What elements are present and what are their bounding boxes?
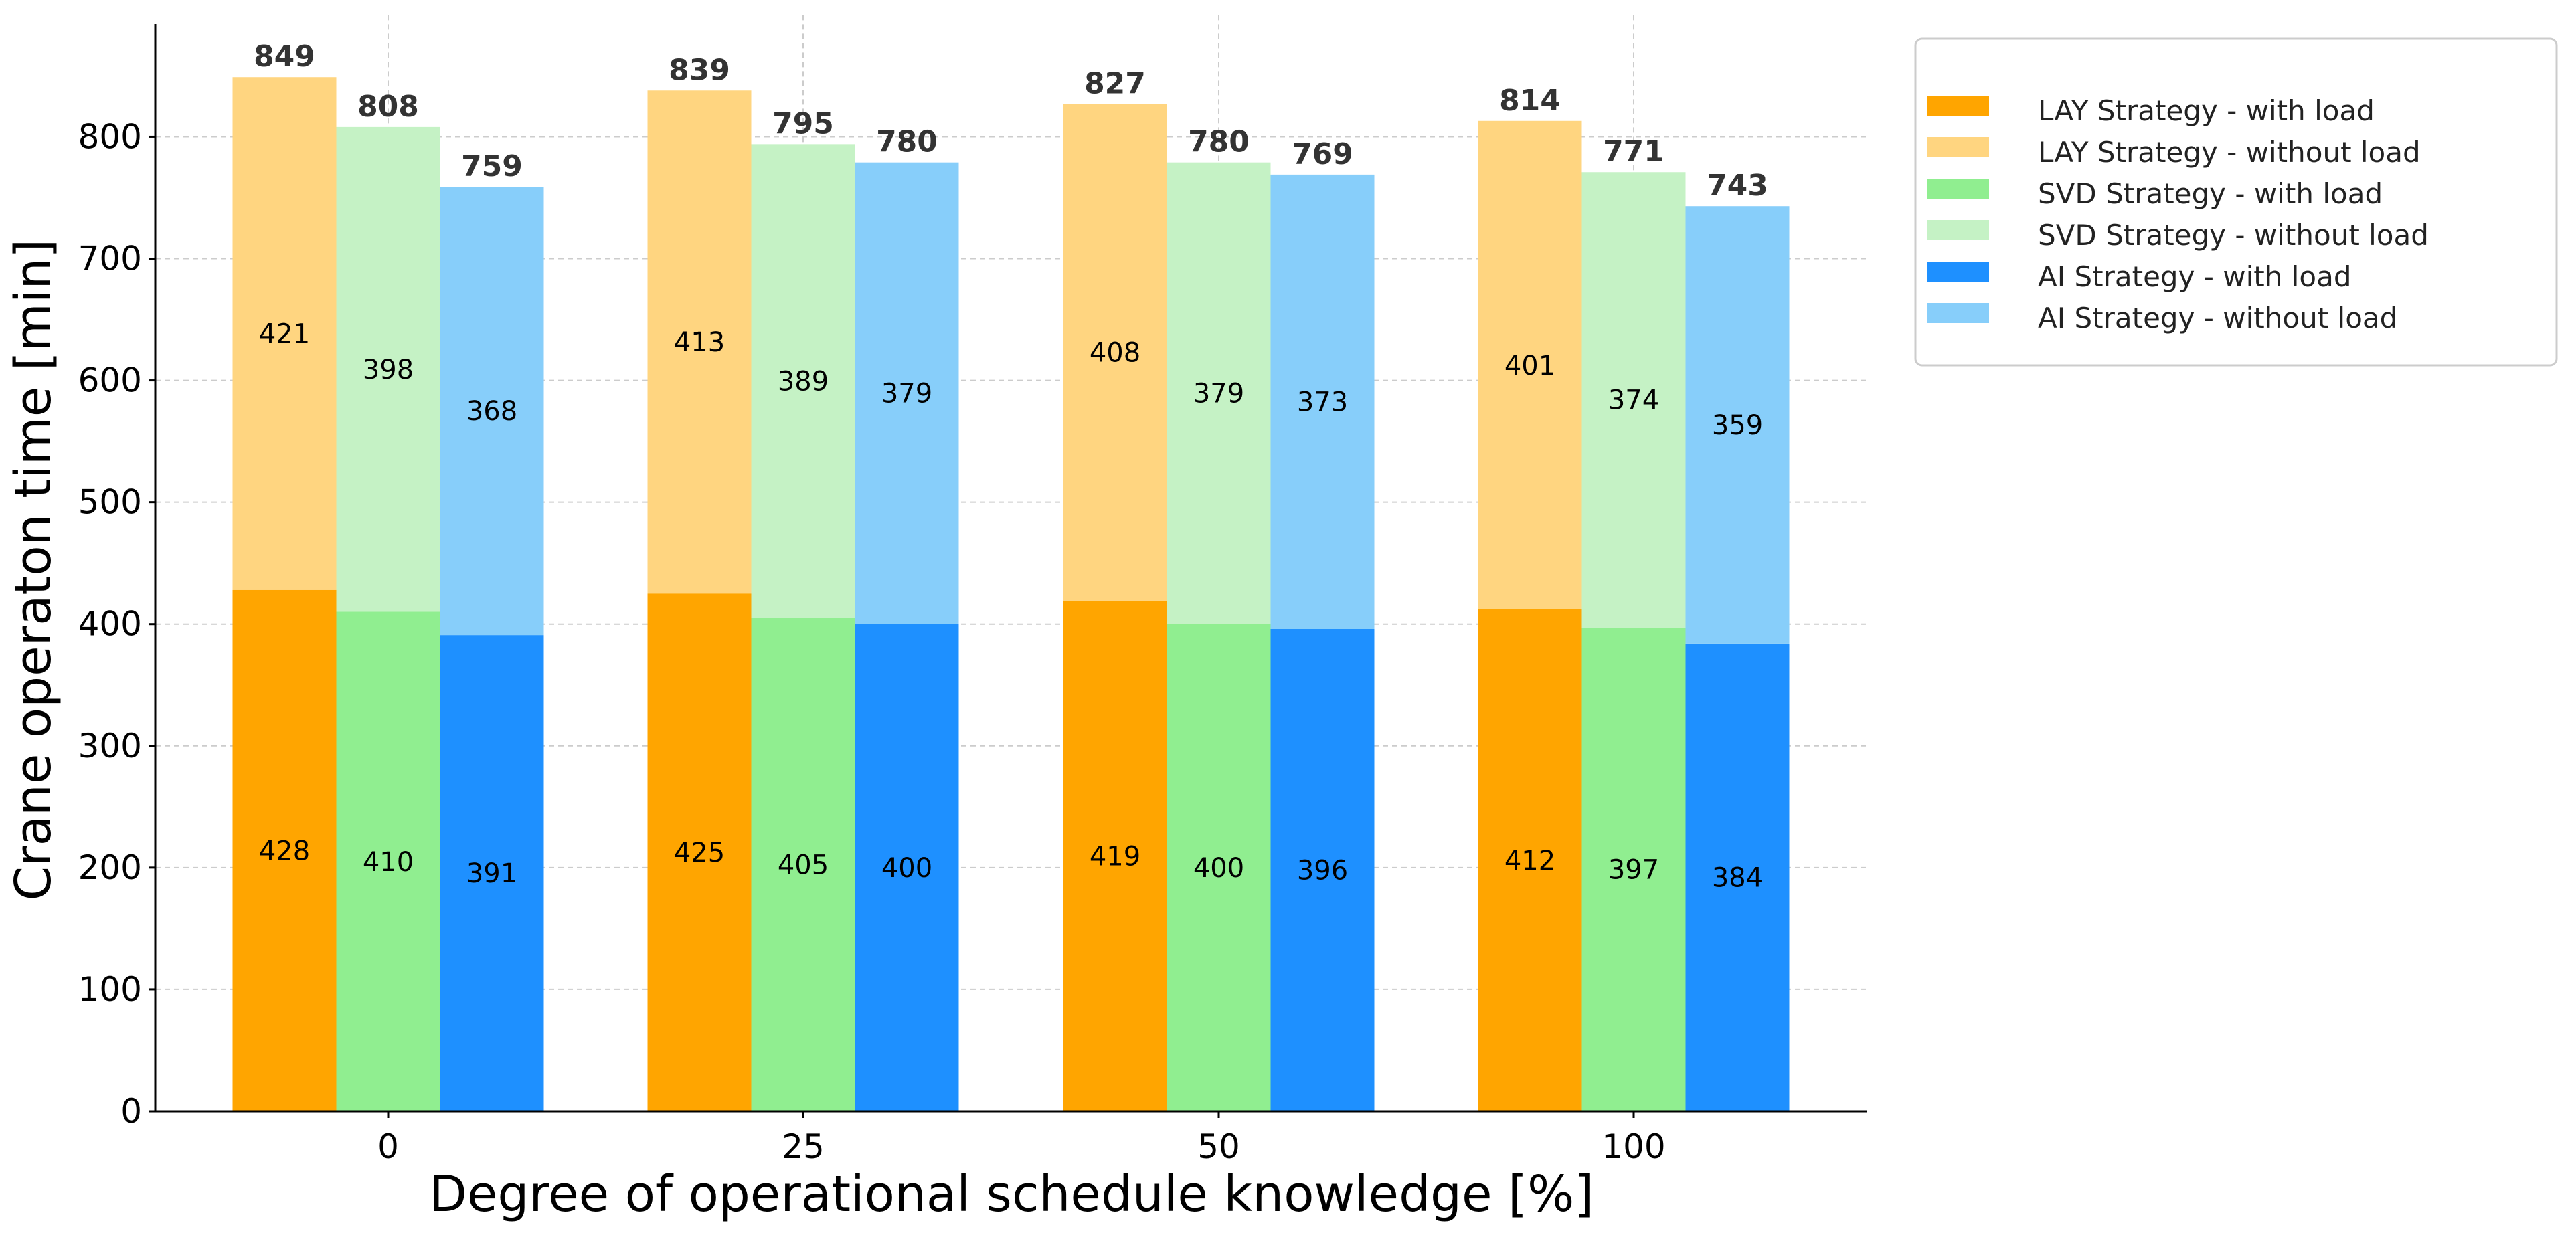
segment-value-label: 379 [881, 379, 932, 409]
legend: LAY Strategy - with load LAY Strategy - w… [1914, 37, 2558, 367]
bar-svd-with-load [1581, 628, 1686, 1111]
legend-entry-label: SVD Strategy - with load [2038, 177, 2383, 210]
legend-entry-label: AI Strategy - without load [2038, 302, 2397, 335]
total-value-label: 814 [1499, 84, 1561, 118]
bar-svd-without-load [1581, 172, 1686, 628]
bar-svd-without-load [336, 126, 440, 612]
bars [232, 77, 1790, 1111]
x-tick-label: 0 [377, 1127, 399, 1166]
legend-swatch [1927, 179, 1989, 199]
segment-value-label: 396 [1297, 856, 1348, 886]
segment-value-label: 400 [881, 853, 932, 884]
bar-svd-without-load [1167, 162, 1271, 624]
bar-lay-with-load [1063, 601, 1167, 1111]
segment-value-label: 391 [466, 858, 517, 889]
bar-ai-without-load [440, 187, 544, 636]
bar-ai-without-load [1270, 174, 1375, 630]
x-tick-label: 50 [1197, 1127, 1240, 1166]
total-value-label: 771 [1603, 134, 1664, 169]
bar-lay-with-load [647, 593, 752, 1111]
bar-lay-without-load [647, 90, 752, 594]
y-tick-label: 800 [78, 117, 142, 156]
x-tick-label: 100 [1602, 1127, 1665, 1166]
segment-value-label: 425 [674, 838, 725, 868]
segment-value-label: 405 [778, 850, 829, 880]
total-value-label: 743 [1707, 169, 1768, 203]
y-tick-label: 300 [78, 727, 142, 765]
segment-value-label: 398 [363, 355, 414, 385]
bar-ai-with-load [440, 635, 544, 1111]
bar-ai-with-load [1685, 643, 1790, 1111]
segment-value-label: 397 [1608, 855, 1659, 886]
bar-svd-with-load [336, 611, 440, 1111]
bar-ai-with-load [855, 624, 959, 1111]
segment-value-label: 421 [259, 318, 310, 349]
total-value-label: 849 [254, 39, 315, 74]
bar-lay-with-load [1478, 609, 1582, 1111]
segment-value-label: 368 [466, 396, 517, 427]
legend-entry-label: AI Strategy - with load [2038, 260, 2352, 293]
bar-ai-without-load [855, 162, 959, 624]
y-axis-label: Crane operaton time [min] [5, 239, 62, 901]
bar-lay-with-load [232, 589, 337, 1111]
legend-entry-label: LAY Strategy - without load [2038, 136, 2421, 169]
segment-value-label: 410 [363, 847, 414, 878]
total-value-label: 780 [876, 125, 938, 159]
total-value-label: 759 [461, 149, 523, 183]
y-tick-label: 700 [78, 240, 142, 278]
segment-value-label: 401 [1505, 351, 1555, 381]
axes [149, 24, 1867, 1118]
y-tick-label: 200 [78, 848, 142, 887]
bar-ai-with-load [1270, 629, 1375, 1111]
tick-labels: 0 100 200 300 400 500 600 700 800 0 25 50 100 [78, 117, 1666, 1166]
segment-value-label: 374 [1608, 385, 1659, 416]
segment-value-label: 359 [1712, 410, 1763, 441]
bar-svd-with-load [1167, 624, 1271, 1111]
y-tick-label: 100 [78, 970, 142, 1009]
bar-svd-with-load [751, 618, 855, 1111]
segment-labels: 428 421 425 413 419 408 412 401 410 398 405 389 400 3… [259, 318, 1763, 893]
total-value-label: 769 [1292, 137, 1353, 171]
total-value-label: 808 [357, 90, 419, 124]
bar-svd-without-load [751, 144, 855, 618]
legend-swatch [1927, 137, 1989, 157]
y-tick-label: 400 [78, 605, 142, 644]
legend-entry-label: LAY Strategy - with load [2038, 94, 2375, 127]
x-tick-label: 25 [782, 1127, 825, 1166]
legend-entry-label: SVD Strategy - without load [2038, 219, 2429, 252]
segment-value-label: 400 [1193, 853, 1244, 884]
legend-swatch [1927, 96, 1989, 116]
legend-swatch [1927, 262, 1989, 282]
segment-value-label: 419 [1090, 842, 1140, 872]
segment-value-label: 389 [778, 366, 829, 397]
legend-swatch [1927, 220, 1989, 240]
segment-value-label: 408 [1090, 338, 1140, 369]
segment-value-label: 428 [259, 836, 310, 866]
total-value-label: 827 [1084, 66, 1146, 100]
bar-lay-without-load [232, 77, 337, 590]
total-value-label: 780 [1188, 125, 1250, 159]
y-tick-label: 0 [120, 1092, 142, 1131]
legend-box [1914, 37, 2558, 367]
segment-value-label: 412 [1505, 846, 1555, 876]
total-value-label: 839 [669, 53, 730, 87]
bar-lay-without-load [1478, 120, 1582, 609]
total-labels: 849 839 827 814 808 795 780 771 759 780 769 743 [254, 39, 1768, 203]
segment-value-label: 384 [1712, 862, 1763, 893]
y-tick-label: 600 [78, 361, 142, 400]
x-axis-label: Degree of operational schedule knowledge… [429, 1165, 1594, 1223]
total-value-label: 795 [772, 106, 834, 140]
bar-ai-without-load [1685, 206, 1790, 644]
legend-swatch [1927, 303, 1989, 323]
segment-value-label: 413 [674, 327, 725, 358]
segment-value-label: 373 [1297, 387, 1348, 417]
bar-lay-without-load [1063, 104, 1167, 601]
y-tick-label: 500 [78, 483, 142, 522]
segment-value-label: 379 [1193, 379, 1244, 409]
